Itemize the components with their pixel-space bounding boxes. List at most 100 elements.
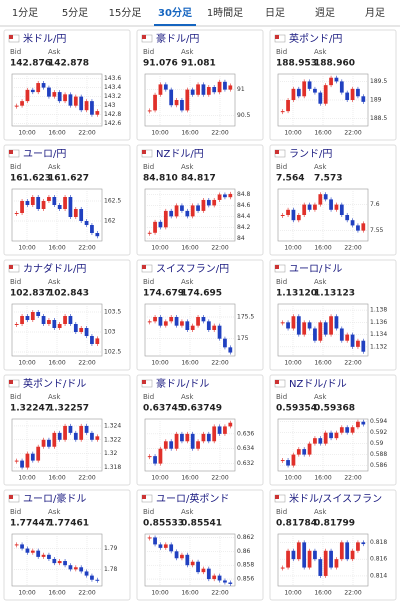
candle-body	[90, 225, 94, 233]
candle-body	[206, 568, 211, 580]
candle-body	[196, 441, 200, 449]
candle-body	[201, 433, 206, 442]
candle-body	[174, 205, 179, 217]
pair-name[interactable]: NZドル/円	[156, 149, 204, 160]
candle-body	[286, 100, 290, 112]
pair-name[interactable]: カナダドル/円	[23, 262, 86, 275]
candle-body	[84, 571, 89, 576]
y-tick-label: 189.5	[370, 78, 387, 85]
candle-body	[286, 209, 290, 215]
candle-body	[196, 205, 200, 211]
tab[interactable]: 5分足	[62, 7, 88, 19]
candle-body	[339, 542, 344, 560]
pair-name[interactable]: ユーロ/豪ドル	[23, 492, 86, 505]
y-tick-label: 0.588	[370, 451, 387, 458]
candle-body	[84, 328, 89, 336]
tab[interactable]: 1時間足	[207, 7, 243, 19]
y-tick-label: 1.322	[104, 436, 121, 443]
candle-body	[361, 421, 366, 425]
candle-body	[180, 100, 184, 111]
candle-body	[350, 550, 355, 560]
candle-body	[68, 565, 73, 570]
pair-name[interactable]: 豪ドル/円	[156, 32, 199, 45]
flag-mark	[142, 35, 146, 39]
candle-body	[323, 322, 328, 335]
pair-name[interactable]: NZドル/ドル	[289, 379, 347, 390]
candle-body	[25, 201, 30, 205]
ask-label: Ask	[181, 163, 194, 171]
candle-body	[361, 340, 366, 352]
x-tick-label: 22:00	[211, 475, 228, 482]
candle-body	[356, 421, 360, 428]
candle-body	[14, 460, 19, 462]
x-tick-label: 16:00	[181, 130, 198, 137]
bid-value: 0.81784	[276, 519, 317, 529]
y-tick-label: 0.592	[370, 429, 387, 436]
pair-name[interactable]: ユーロ/ドル	[289, 264, 342, 275]
candle-body	[63, 197, 67, 209]
bid-label: Bid	[143, 278, 154, 286]
y-tick-label: 162.5	[104, 198, 121, 205]
tab[interactable]: 月足	[365, 7, 385, 19]
tab[interactable]: 15分足	[109, 7, 142, 19]
bid-label: Bid	[276, 278, 287, 286]
candle-body	[345, 215, 350, 221]
ask-value: 0.85541	[181, 519, 222, 529]
candle-body	[84, 221, 89, 225]
candle-body	[180, 554, 184, 559]
bid-label: Bid	[276, 163, 287, 171]
candle-body	[73, 432, 78, 440]
candle-body	[63, 425, 67, 440]
candle-body	[36, 446, 41, 461]
y-tick-label: 143.4	[104, 84, 121, 91]
bid-label: Bid	[143, 48, 154, 56]
pair-name[interactable]: 英ポンド/円	[289, 32, 342, 45]
candle-body	[63, 316, 67, 324]
pair-name[interactable]: 米ドル/円	[23, 32, 66, 45]
candle-body	[280, 111, 285, 113]
ask-value: 0.63749	[181, 404, 222, 414]
y-tick-label: 90.5	[237, 112, 251, 119]
candle-body	[169, 544, 174, 552]
candle-body	[206, 199, 211, 206]
flag-mark	[142, 495, 146, 499]
y-tick-label: 84.2	[237, 224, 251, 231]
pair-name[interactable]: ユーロ/円	[23, 149, 66, 160]
pair-name[interactable]: 英ポンド/ドル	[23, 377, 86, 390]
tab[interactable]: 1分足	[12, 7, 38, 19]
candle-body	[302, 322, 307, 335]
tab[interactable]: 30分足	[158, 6, 193, 19]
pair-name[interactable]: スイスフラン/円	[156, 263, 229, 275]
y-tick-label: 142.6	[104, 120, 121, 127]
y-tick-label: 84.8	[237, 191, 251, 198]
ask-value: 0.59368	[314, 404, 355, 414]
x-tick-label: 22:00	[211, 590, 228, 597]
ask-label: Ask	[48, 48, 61, 56]
ask-value: 84.817	[181, 174, 216, 184]
candle-body	[296, 449, 301, 455]
candle-body	[174, 433, 179, 449]
ask-label: Ask	[181, 278, 194, 286]
candle-body	[36, 550, 41, 557]
candle-body	[291, 209, 296, 221]
tab[interactable]: 週足	[315, 7, 335, 19]
y-tick-label: 0.856	[237, 576, 254, 583]
pair-name[interactable]: 豪ドル/ドル	[156, 377, 209, 390]
candle-body	[30, 550, 35, 553]
candle-body	[68, 316, 73, 324]
tab[interactable]: 日足	[265, 7, 285, 19]
candle-body	[52, 320, 57, 328]
candle-body	[201, 84, 206, 95]
x-tick-label: 10:00	[18, 590, 35, 597]
ask-label: Ask	[314, 278, 327, 286]
ask-value: 0.81799	[314, 519, 355, 529]
pair-name[interactable]: ランド/円	[289, 148, 332, 160]
pair-name[interactable]: 米ドル/スイスフラン	[289, 492, 382, 505]
candle-body	[158, 544, 163, 548]
candle-body	[169, 317, 174, 322]
bid-value: 84.810	[143, 174, 178, 184]
pair-name[interactable]: ユーロ/英ポンド	[156, 492, 229, 505]
candle-body	[280, 215, 285, 216]
candle-body	[30, 197, 35, 205]
x-tick-label: 22:00	[211, 245, 228, 252]
